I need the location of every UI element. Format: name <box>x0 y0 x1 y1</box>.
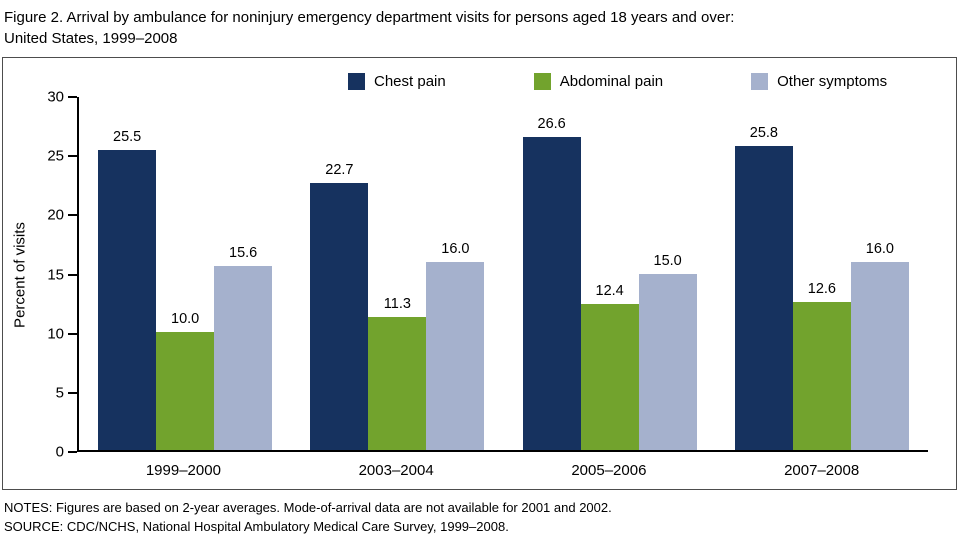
y-tick-label: 15 <box>47 266 64 283</box>
bar-value-label: 16.0 <box>865 240 894 257</box>
y-tick-mark <box>68 332 77 335</box>
x-axis-category-label: 2005–2006 <box>571 462 647 479</box>
bar-value-label: 25.8 <box>749 125 778 142</box>
bar: 16.0 <box>850 241 909 450</box>
y-tick-mark <box>68 155 77 158</box>
bar-value-label: 15.6 <box>229 245 258 262</box>
figure-title-line1: Figure 2. Arrival by ambulance for nonin… <box>4 9 735 26</box>
legend-label: Abdominal pain <box>559 72 664 90</box>
legend-swatch-icon <box>348 72 365 90</box>
x-axis-labels: 1999–2000 2003–2004 2005–2006 2007–2008 <box>77 452 928 479</box>
y-tick-label: 10 <box>47 325 64 343</box>
figure-title: Figure 2. Arrival by ambulance for nonin… <box>0 0 960 49</box>
legend-swatch-icon <box>533 72 551 90</box>
y-tick-label: 20 <box>47 206 64 224</box>
bar: 25.8 <box>734 125 793 450</box>
legend-label: Other symptoms <box>777 72 888 90</box>
y-tick-mark <box>68 391 77 394</box>
bar: 11.3 <box>368 296 427 450</box>
bar: 25.5 <box>98 129 157 450</box>
y-axis-ticks: 0 5 10 15 20 25 30 <box>37 89 77 461</box>
y-tick-label: 0 <box>55 443 64 461</box>
y-tick-mark <box>68 214 77 217</box>
y-tick-label: 30 <box>47 88 64 106</box>
legend-item-2: Other symptoms <box>751 72 888 90</box>
notes-line: NOTES: Figures are based on 2-year avera… <box>4 500 612 515</box>
bar-value-label: 11.3 <box>383 296 411 313</box>
bar: 10.0 <box>156 311 215 450</box>
x-axis-category-label: 1999–2000 <box>145 462 221 479</box>
bar-value-label: 25.5 <box>113 128 142 145</box>
bar-value-label: 12.6 <box>807 280 836 297</box>
legend-label: Chest pain <box>374 72 446 90</box>
bar-value-label: 26.6 <box>537 116 566 133</box>
y-axis-label-column: Percent of visits <box>3 97 37 452</box>
bar: 15.6 <box>214 245 273 450</box>
bar-value-label: 12.4 <box>595 283 624 300</box>
x-axis-category-label: 2003–2004 <box>358 462 434 479</box>
bar: 12.4 <box>580 283 639 450</box>
legend: Chest pain Abdominal pain Other symptoms <box>348 71 956 91</box>
chart-area: Percent of visits 0 5 10 15 20 25 30 25.5 10.0 1… <box>3 89 956 461</box>
source-line: SOURCE: CDC/NCHS, National Hospital Ambu… <box>4 518 509 534</box>
x-axis-category-label: 2007–2008 <box>784 462 860 479</box>
bar-value-label: 16.0 <box>441 240 470 257</box>
bar: 26.6 <box>522 116 581 450</box>
y-tick-mark <box>68 273 77 276</box>
plot-area: 25.5 10.0 15.6 22.7 11.3 16.0 26.6 12.4 15.0 25.8… <box>77 97 928 452</box>
footnotes: NOTES: Figures are based on 2-year avera… <box>4 499 612 537</box>
bar-value-label: 10.0 <box>171 311 200 328</box>
y-tick-mark <box>68 96 77 98</box>
bar-value-label: 22.7 <box>325 161 354 178</box>
chart-container: Chest pain Abdominal pain Other symptoms P… <box>2 57 957 490</box>
bar-group-1: 22.7 11.3 16.0 <box>310 97 485 450</box>
legend-item-0: Chest pain <box>348 72 446 90</box>
legend-swatch-icon <box>751 72 769 90</box>
bar-group-2: 26.6 12.4 15.0 <box>522 97 697 450</box>
y-tick-label: 5 <box>55 384 64 402</box>
bar: 12.6 <box>792 281 851 450</box>
bar: 16.0 <box>426 241 485 450</box>
y-tick-mark <box>68 451 77 453</box>
legend-item-1: Abdominal pain <box>533 72 664 90</box>
y-tick-label: 25 <box>47 147 64 165</box>
bar: 15.0 <box>638 253 697 450</box>
figure-title-line2: United States, 1999–2008 <box>4 30 178 47</box>
y-axis-label: Percent of visits <box>11 221 29 328</box>
bar: 22.7 <box>310 162 369 450</box>
bar-group-0: 25.5 10.0 15.6 <box>98 97 273 450</box>
bar-group-3: 25.8 12.6 16.0 <box>734 97 909 450</box>
bar-value-label: 15.0 <box>653 252 682 269</box>
